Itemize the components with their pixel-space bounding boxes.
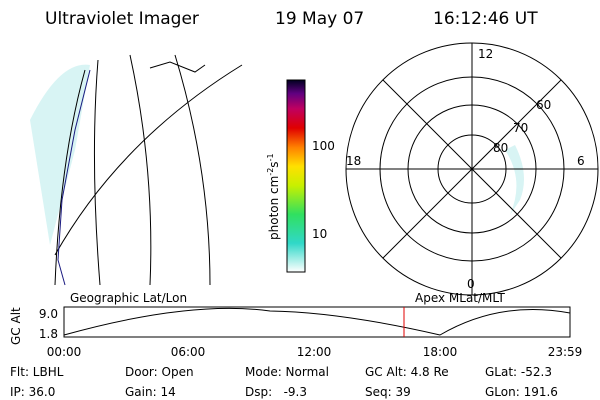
colorbar-tick: 100 [312, 139, 335, 153]
map-label: Geographic Lat/Lon [70, 291, 187, 305]
mlt-label: 6 [577, 154, 585, 168]
info-field: GLat: -52.3 [485, 365, 552, 379]
colorbar-tick: 10 [312, 227, 327, 241]
orbit-plot: GC Alt 9.0 1.8 00:00 06:00 12:00 18:00 2… [9, 306, 583, 359]
polar-label: Apex MLat/MLT [415, 291, 505, 305]
info-field: Door: Open [125, 365, 194, 379]
title: Ultraviolet Imager [45, 9, 199, 29]
mlat-label: 60 [536, 98, 551, 112]
colorbar-scale [286, 79, 306, 273]
orbit-ytick: 9.0 [39, 307, 58, 321]
mlat-label: 80 [493, 141, 508, 155]
info-field: Dsp: -9.3 [245, 385, 307, 399]
time: 16:12:46 UT [433, 9, 538, 29]
info-field: Flt: LBHL [10, 365, 64, 379]
mlt-label: 0 [467, 277, 475, 291]
info-field: Seq: 39 [365, 385, 411, 399]
date: 19 May 07 [275, 9, 364, 29]
polar: 12 18 6 0 60 70 80 Apex MLat/MLT [345, 42, 599, 305]
map: Geographic Lat/Lon [30, 54, 243, 305]
mlt-label: 18 [346, 154, 361, 168]
orbit-ytick: 1.8 [39, 327, 58, 341]
colorbar-label: photon cm-2s-1 [266, 153, 281, 240]
info-field: GLon: 191.6 [485, 385, 558, 399]
orbit-xtick: 06:00 [171, 345, 206, 359]
orbit-xtick: 23:59 [548, 345, 583, 359]
orbit-xtick: 18:00 [423, 345, 458, 359]
info-field: Gain: 14 [125, 385, 176, 399]
orbit-xtick: 12:00 [297, 345, 332, 359]
orbit-xtick: 00:00 [47, 345, 82, 359]
info-field: IP: 36.0 [10, 385, 55, 399]
info-field: GC Alt: 4.8 Re [365, 365, 449, 379]
orbit-ylabel: GC Alt [9, 307, 23, 345]
info: Flt: LBHL Door: Open Mode: Normal GC Alt: 4… [10, 365, 558, 399]
header: Ultraviolet Imager 19 May 07 16:12:46 UT [45, 9, 538, 29]
mlat-label: 70 [513, 121, 528, 135]
info-field: Mode: Normal [245, 365, 329, 379]
colorbar: 100 10 photon cm-2s-1 [266, 79, 335, 273]
mlt-label: 12 [478, 47, 493, 61]
